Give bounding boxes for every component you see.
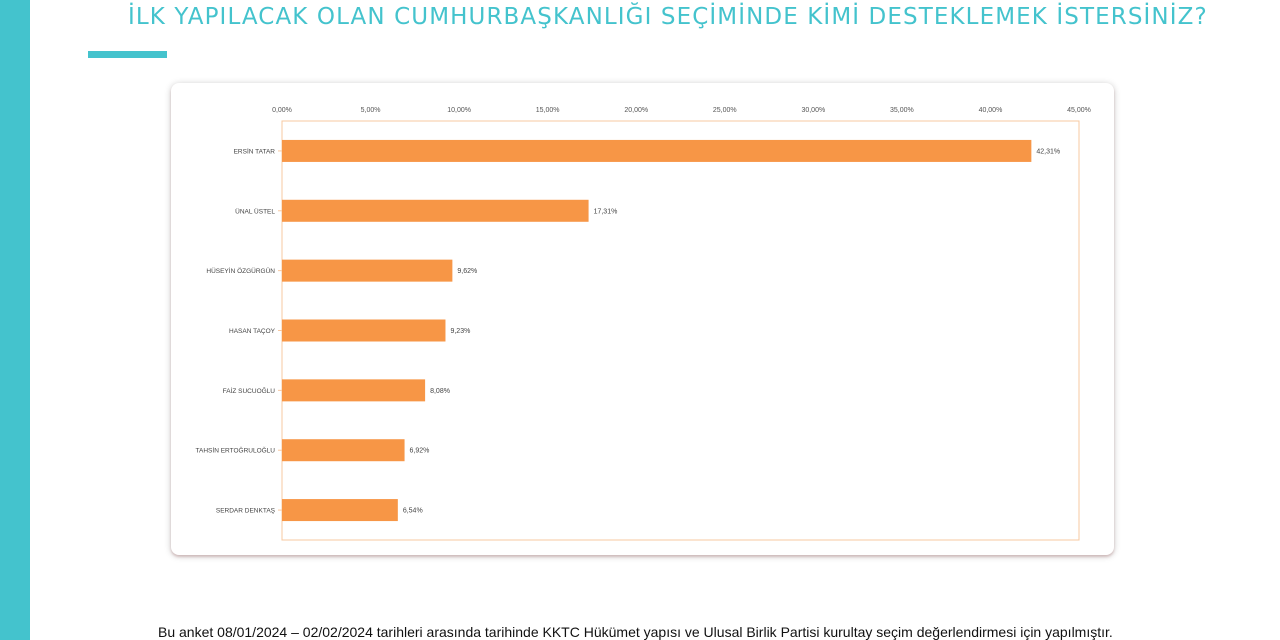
side-accent-bar xyxy=(0,0,30,640)
category-label: FAİZ SUCUOĞLU xyxy=(223,386,276,395)
bar xyxy=(282,499,398,522)
category-label: HASAN TAÇOY xyxy=(229,328,276,335)
data-label: 8,08% xyxy=(430,388,450,395)
category-label: ERSİN TATAR xyxy=(234,146,276,155)
category-label: TAHSİN ERTOĞRULOĞLU xyxy=(196,446,276,455)
x-tick-label: 0,00% xyxy=(272,107,292,114)
bar xyxy=(282,379,426,402)
data-label: 17,31% xyxy=(594,208,618,215)
x-tick-label: 40,00% xyxy=(979,107,1003,114)
title-underline xyxy=(88,51,167,58)
bar xyxy=(282,259,453,282)
x-tick-label: 10,00% xyxy=(447,107,471,114)
x-tick-label: 25,00% xyxy=(713,107,737,114)
category-label: SERDAR DENKTAŞ xyxy=(216,508,276,515)
bar xyxy=(282,199,589,222)
survey-footnote: Bu anket 08/01/2024 – 02/02/2024 tarihle… xyxy=(158,624,1113,640)
bar xyxy=(282,319,446,342)
data-label: 6,92% xyxy=(410,448,430,455)
category-label: HÜSEYİN ÖZGÜRGÜN xyxy=(206,266,275,275)
x-tick-label: 45,00% xyxy=(1067,107,1091,114)
x-tick-label: 30,00% xyxy=(801,107,825,114)
bar xyxy=(282,139,1032,162)
page-title: İLK YAPILACAK OLAN CUMHURBAŞKANLIĞI SEÇİ… xyxy=(128,4,1208,30)
x-tick-label: 15,00% xyxy=(536,107,560,114)
bar-chart: 0,00% 5,00% 10,00% 15,00% 20,00% 25,00% 30,00%… xyxy=(196,107,1091,541)
x-tick-label: 35,00% xyxy=(890,107,914,114)
data-label: 9,62% xyxy=(457,268,477,275)
x-tick-label: 20,00% xyxy=(624,107,648,114)
x-tick-label: 5,00% xyxy=(361,107,381,114)
data-label: 6,54% xyxy=(403,508,423,515)
bar xyxy=(282,439,405,462)
category-label: ÜNAL ÜSTEL xyxy=(235,207,275,215)
data-label: 9,23% xyxy=(450,328,470,335)
data-label: 42,31% xyxy=(1036,148,1060,155)
chart-card: 0,00% 5,00% 10,00% 15,00% 20,00% 25,00% 30,00%… xyxy=(171,83,1114,555)
